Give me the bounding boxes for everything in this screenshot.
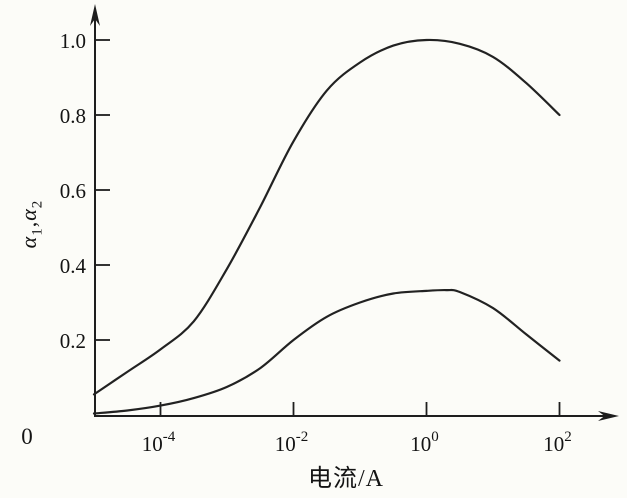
y-axis-label: α1,α2	[16, 159, 50, 289]
y-axis-label-part: 1	[29, 227, 46, 236]
x-tick-label: 102	[543, 429, 572, 456]
y-tick-label: 0.2	[60, 329, 86, 353]
y-axis-label-part: ,	[16, 220, 41, 228]
y-tick-label: 0.6	[60, 179, 86, 203]
x-tick-group: 10-4 10-2 100 102	[142, 402, 572, 456]
curve-group	[92, 38, 561, 415]
origin-label: 0	[21, 424, 33, 449]
x-tick-label: 100	[410, 429, 439, 456]
y-tick-group: 1.0 0.8 0.6 0.4 0.2	[60, 29, 110, 353]
y-axis-label-part: 2	[29, 199, 46, 209]
alpha2-curve	[92, 288, 561, 415]
x-axis-arrowhead	[598, 411, 619, 421]
y-tick-label: 0.4	[60, 254, 87, 278]
x-axis-label: 电流/A	[308, 466, 384, 492]
x-tick-label: 10-4	[142, 429, 176, 456]
y-tick-label: 0.8	[60, 104, 86, 128]
y-axis-label-part: α	[16, 235, 41, 249]
x-tick-label: 10-2	[275, 429, 309, 456]
y-axis-label-part: α	[16, 208, 41, 221]
y-tick-label: 1.0	[60, 29, 86, 53]
alpha1-curve	[92, 38, 561, 396]
y-axis-arrowhead	[90, 4, 100, 26]
